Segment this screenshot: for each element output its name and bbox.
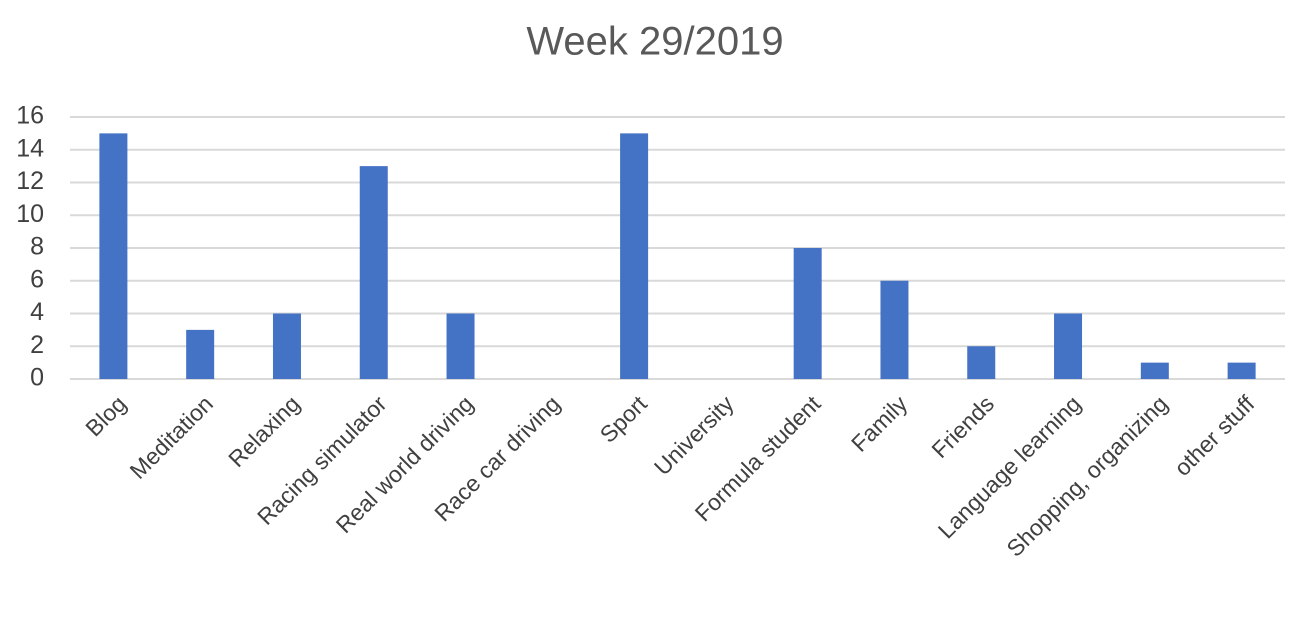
y-tick-label: 4	[30, 298, 44, 326]
y-tick-label: 2	[30, 331, 44, 359]
bar	[446, 313, 475, 379]
x-tick-label: University	[649, 390, 739, 480]
chart-title: Week 29/2019	[526, 20, 783, 64]
y-tick-label: 16	[16, 102, 44, 130]
x-tick-label: Language learning	[933, 390, 1086, 543]
y-tick-label: 0	[30, 364, 44, 392]
bar	[793, 248, 822, 379]
bar	[272, 313, 301, 379]
bar	[1054, 313, 1083, 379]
x-tick-label: Friends	[926, 390, 999, 463]
bar	[99, 133, 128, 379]
y-tick-label: 10	[16, 200, 44, 228]
x-tick-label: Meditation	[125, 390, 218, 483]
y-tick-label: 8	[30, 233, 44, 261]
bar	[186, 329, 215, 379]
x-tick-label: Relaxing	[223, 390, 305, 472]
x-tick-label: Blog	[80, 390, 131, 441]
x-tick-label: other stuff	[1169, 390, 1260, 481]
y-tick-label: 6	[30, 265, 44, 293]
bar	[1140, 362, 1169, 379]
x-tick-label: Family	[846, 390, 913, 457]
bar	[1227, 362, 1256, 379]
y-tick-label: 14	[16, 134, 44, 162]
bar	[359, 166, 388, 379]
bar	[967, 346, 996, 379]
bar	[620, 133, 649, 379]
bar	[880, 280, 909, 379]
x-tick-label: Sport	[595, 390, 653, 448]
y-tick-label: 12	[16, 167, 44, 195]
x-tick-label: Shopping, organizing	[1001, 390, 1172, 561]
